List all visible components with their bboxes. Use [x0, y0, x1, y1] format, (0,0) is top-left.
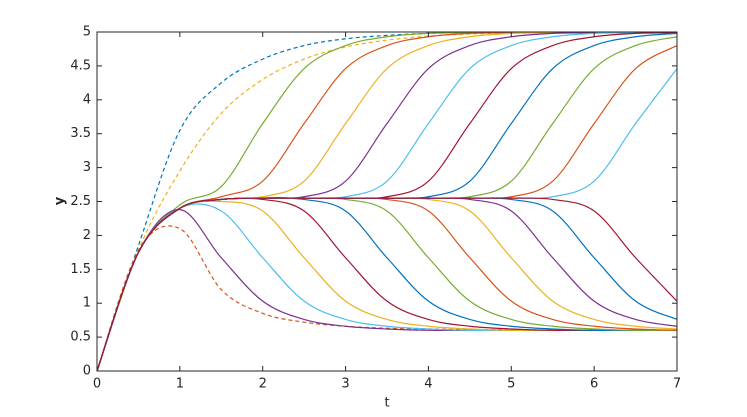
line-series	[97, 197, 677, 371]
y-tick-label: 0.5	[70, 330, 91, 345]
x-tick-label: 7	[673, 377, 681, 392]
y-tick-label: 4	[83, 92, 91, 107]
line-series	[97, 197, 677, 371]
x-tick-label: 0	[93, 377, 101, 392]
line-series	[97, 197, 677, 371]
line-series	[97, 32, 677, 371]
y-tick-label: 2.5	[70, 194, 91, 209]
line-series	[97, 209, 677, 371]
line-series	[97, 197, 677, 371]
y-tick-label: 3.5	[70, 126, 91, 141]
line-series	[97, 197, 677, 371]
line-series	[97, 197, 677, 371]
x-tick-label: 6	[590, 377, 598, 392]
line-series	[97, 203, 677, 371]
x-axis-label: t	[384, 396, 389, 411]
line-series	[97, 200, 677, 371]
line-series	[97, 32, 677, 371]
line-series	[97, 197, 677, 371]
y-tick-label: 5	[83, 25, 91, 40]
line-series	[97, 32, 677, 371]
y-tick-label: 4.5	[70, 58, 91, 73]
axes-box	[96, 31, 678, 372]
y-tick-label: 0	[83, 364, 91, 379]
x-tick-label: 4	[424, 377, 432, 392]
y-tick-label: 1.5	[70, 262, 91, 277]
x-tick-label: 5	[507, 377, 515, 392]
x-tick-label: 2	[259, 377, 267, 392]
line-series	[97, 36, 677, 371]
y-tick-label: 1	[83, 296, 91, 311]
y-axis-label: y	[53, 196, 68, 205]
y-tick-label: 3	[83, 160, 91, 175]
y-tick-label: 2	[83, 228, 91, 243]
x-tick-label: 3	[341, 377, 349, 392]
x-tick-label: 1	[176, 377, 184, 392]
line-series	[97, 197, 677, 371]
